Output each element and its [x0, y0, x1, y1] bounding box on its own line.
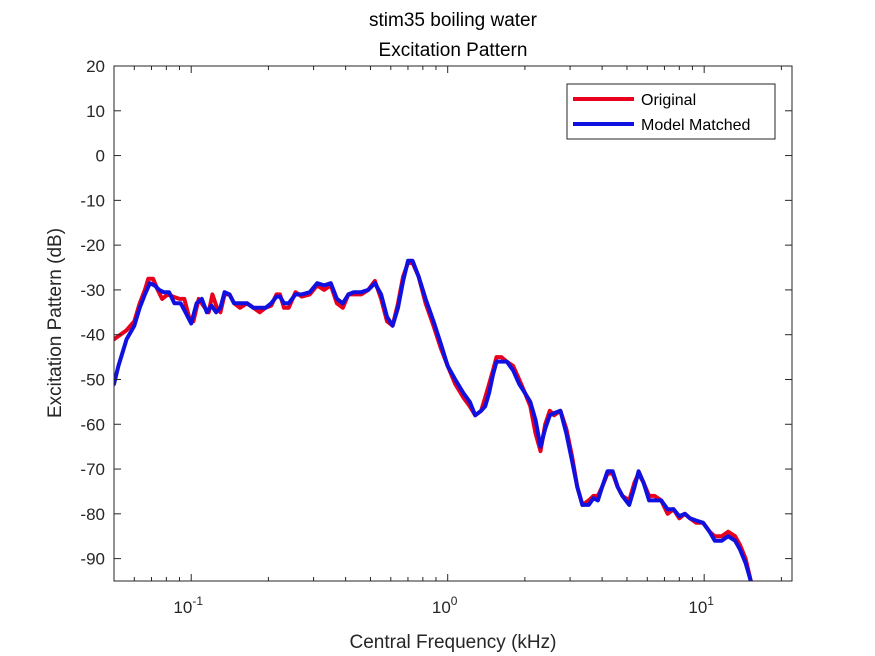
x-tick-label: 101	[688, 594, 714, 617]
y-tick-label: -40	[80, 326, 105, 345]
plot-frame	[113, 65, 793, 582]
x-tick-label: 100	[432, 594, 458, 617]
y-tick-label: -70	[80, 460, 105, 479]
y-tick-label: -30	[80, 281, 105, 300]
chart-subtitle: Excitation Pattern	[379, 40, 528, 61]
series-group	[114, 258, 753, 581]
y-tick-label: -20	[80, 236, 105, 255]
y-tick-label: 0	[96, 147, 105, 166]
legend-label-original: Original	[641, 92, 696, 109]
y-tick-label: -10	[80, 191, 105, 210]
x-tick-label: 10-1	[173, 594, 203, 617]
y-tick-label: 20	[86, 57, 105, 76]
y-axis-label: Excitation Pattern (dB)	[45, 228, 66, 418]
legend: Original Model Matched	[566, 83, 776, 140]
chart-title: stim35 boiling water	[369, 10, 538, 31]
legend-box	[566, 83, 776, 140]
series-line-model-matched	[114, 258, 753, 581]
x-axis-label: Central Frequency (kHz)	[350, 632, 557, 653]
y-tick-label: -50	[80, 370, 105, 389]
plot-area	[114, 66, 792, 581]
legend-label-model-matched: Model Matched	[641, 117, 750, 134]
y-tick-label: -90	[80, 550, 105, 569]
y-tick-label: -80	[80, 505, 105, 524]
y-tick-label: -60	[80, 415, 105, 434]
y-tick-label: 10	[86, 102, 105, 121]
